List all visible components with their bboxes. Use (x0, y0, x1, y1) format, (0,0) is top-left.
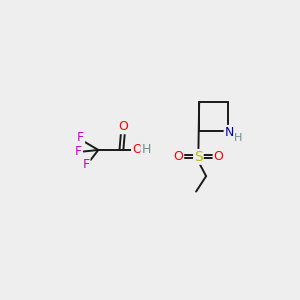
Text: O: O (132, 143, 142, 157)
Text: O: O (173, 150, 183, 164)
Text: F: F (82, 158, 90, 171)
Text: O: O (118, 120, 128, 134)
Text: S: S (194, 150, 203, 164)
Text: N: N (224, 126, 234, 139)
Text: H: H (141, 143, 151, 157)
Text: H: H (234, 133, 243, 142)
Text: F: F (77, 131, 84, 144)
Text: O: O (214, 150, 224, 164)
Text: F: F (75, 145, 82, 158)
